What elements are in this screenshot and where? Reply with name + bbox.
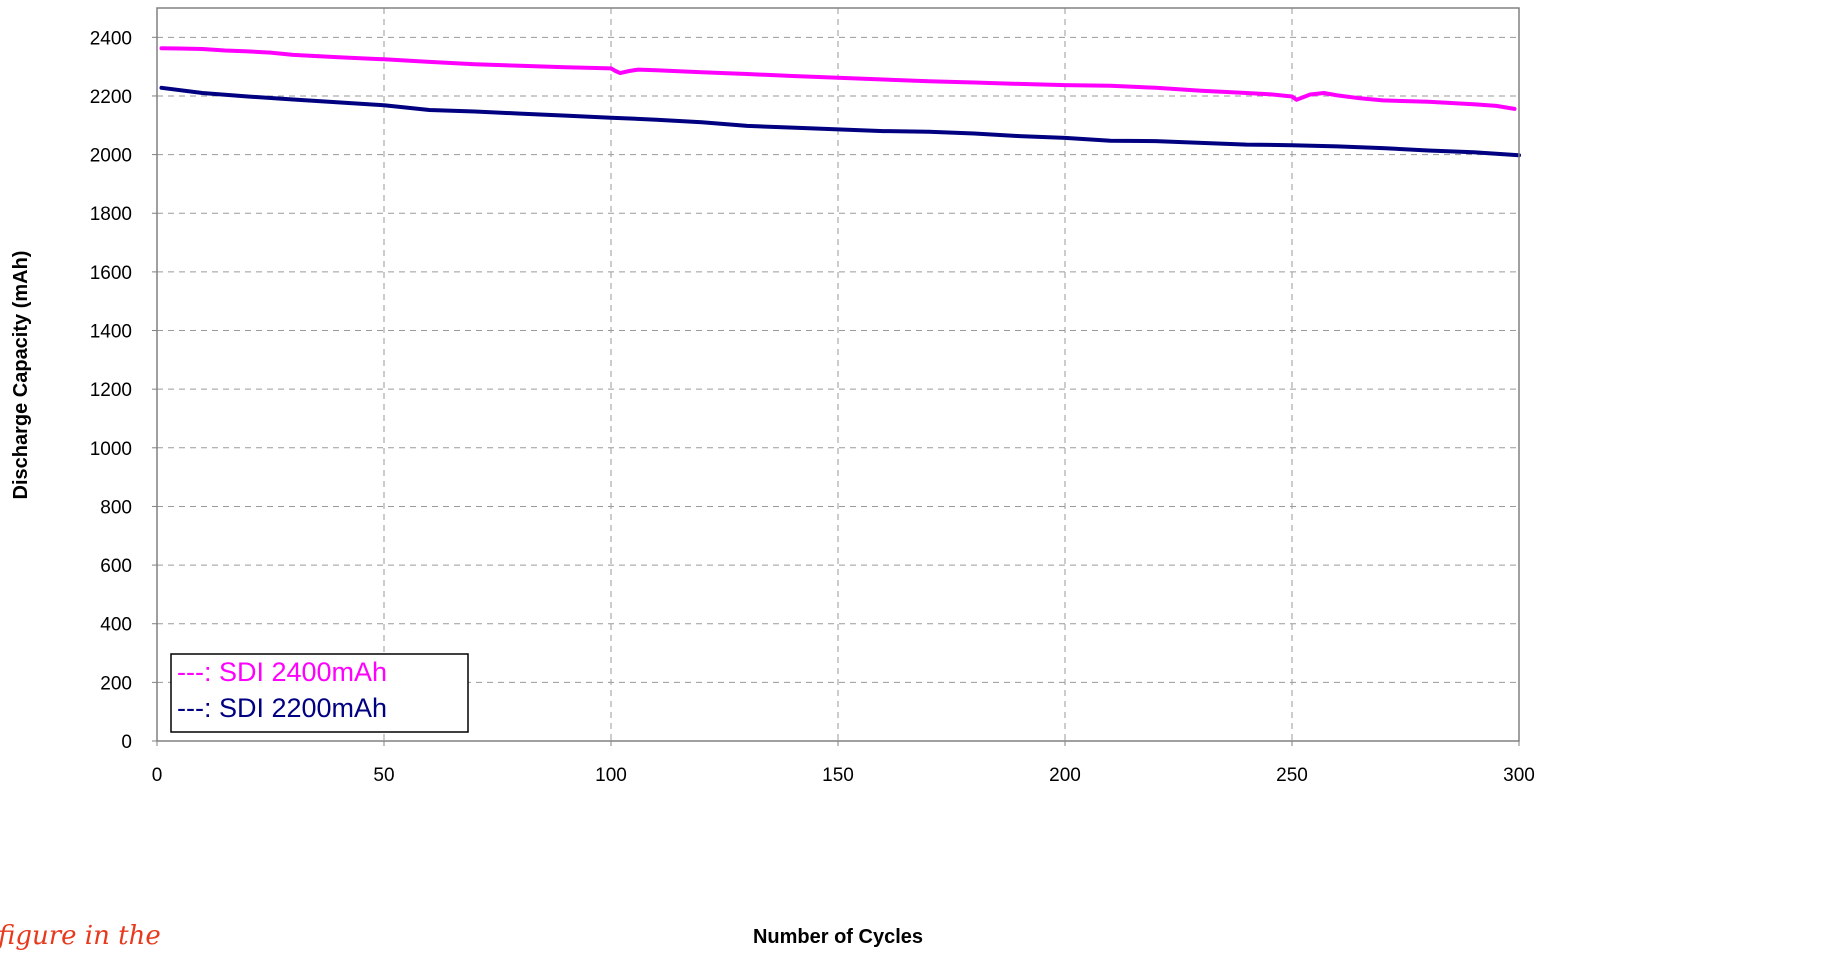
x-tick-label: 250: [1276, 765, 1308, 786]
x-tick-label: 100: [595, 765, 627, 786]
y-tick-label: 1800: [90, 204, 132, 225]
legend-entry-sdi-2200: ---: SDI 2200mAh: [177, 693, 387, 723]
series-line-1: [159, 85, 1521, 158]
y-tick-label: 0: [121, 732, 132, 753]
x-axis-title: Number of Cycles: [753, 926, 923, 948]
x-tick-label: 150: [822, 765, 854, 786]
y-tick-label: 400: [100, 615, 132, 636]
y-tick-label: 2200: [90, 87, 132, 108]
legend-box: [170, 653, 469, 733]
x-tick-label: 0: [152, 765, 163, 786]
y-tick-label: 1400: [90, 322, 132, 343]
series-layer: [159, 46, 1521, 158]
y-tick-label: 1000: [90, 439, 132, 460]
y-tick-label: 1600: [90, 263, 132, 284]
legend-entry-sdi-2400: ---: SDI 2400mAh: [177, 657, 387, 687]
x-tick-label: 300: [1503, 765, 1535, 786]
x-tick-label: 200: [1049, 765, 1081, 786]
legend: ---: SDI 2400mAh ---: SDI 2200mAh: [170, 653, 469, 733]
y-tick-label: 200: [100, 673, 132, 694]
y-tick-label: 1200: [90, 380, 132, 401]
x-tick-label: 50: [373, 765, 394, 786]
y-axis-title: Discharge Capacity (mAh): [10, 251, 32, 500]
y-tick-label: 2400: [90, 28, 132, 49]
x-axis-ticks: 0 50 100 150 200 250 300: [152, 741, 1535, 786]
y-tick-label: 800: [100, 497, 132, 518]
series-line-0: [159, 46, 1517, 111]
y-tick-label: 600: [100, 556, 132, 577]
y-axis-ticks: 0 200 400 600 800 1000 1200 1400 1600 1800 2000 220…: [90, 28, 157, 753]
y-tick-label: 2000: [90, 146, 132, 167]
cropped-caption-fragment: figure in the: [0, 921, 161, 951]
